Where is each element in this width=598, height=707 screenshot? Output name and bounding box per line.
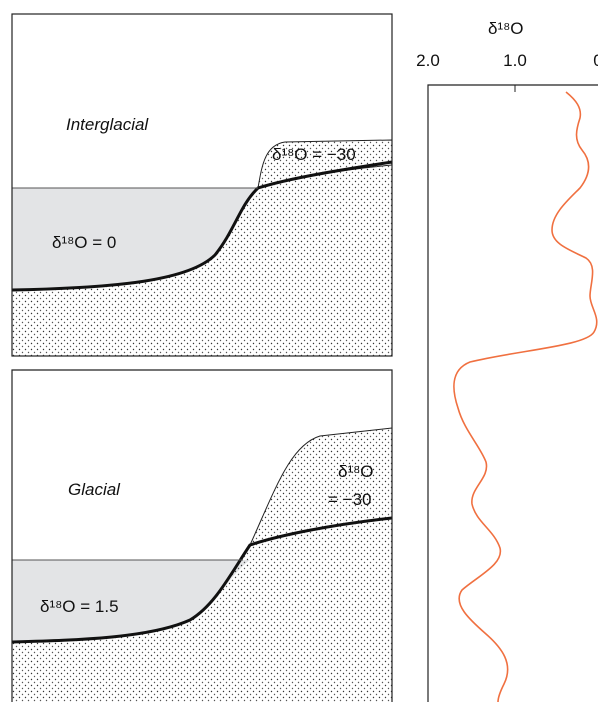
interglacial-drawing: [12, 139, 392, 356]
ice-label: δ¹⁸O: [338, 462, 374, 481]
ocean-label: δ¹⁸O = 0: [52, 233, 116, 252]
panel-frame: [11, 13, 393, 357]
plot-frame: [427, 84, 598, 702]
ice-label: δ¹⁸O = −30: [272, 145, 356, 164]
panel-frame: [11, 369, 393, 702]
panel-title: Glacial: [68, 480, 121, 499]
tick-label: 2.0: [416, 51, 440, 70]
glacial-drawing: [12, 427, 392, 707]
ice-label: = −30: [328, 490, 372, 509]
record-curve: [453, 91, 598, 703]
axis-label: δ¹⁸O: [488, 19, 524, 38]
panel-title: Interglacial: [66, 115, 149, 134]
tick-label: 0: [593, 51, 598, 70]
ocean-label: δ¹⁸O = 1.5: [40, 597, 119, 616]
tick-label: 1.0: [503, 51, 527, 70]
